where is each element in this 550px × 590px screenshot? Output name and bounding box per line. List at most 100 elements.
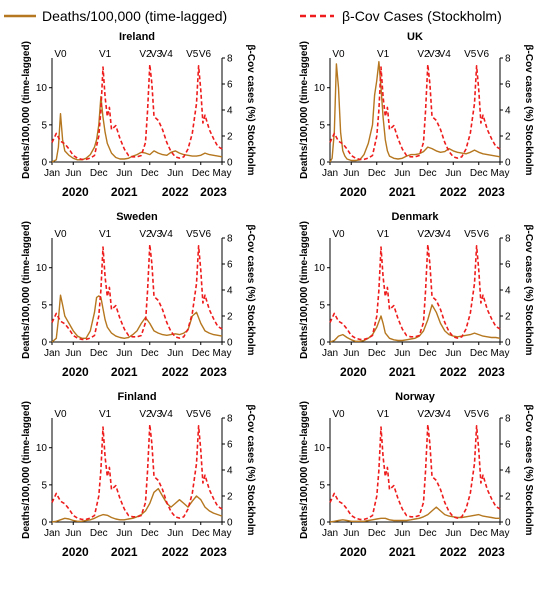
x-tick-label: Jan (322, 348, 338, 359)
variant-label-v6: V6 (199, 229, 212, 240)
x-tick-label: Jan (322, 528, 338, 539)
panel-title: Norway (395, 391, 436, 403)
x-tick-label: Jun (394, 168, 410, 179)
series-deaths-line (51, 294, 223, 343)
x-tick-label: Jun (116, 168, 132, 179)
left-axis-label: Deaths/100,000 (time-lagged) (299, 41, 310, 179)
variant-label-v3: V3 (428, 229, 441, 240)
variant-label-v5: V5 (186, 229, 199, 240)
right-tick-label: 0 (227, 518, 233, 529)
x-tick-label: May (491, 168, 510, 179)
variant-label-v0: V0 (332, 409, 345, 420)
year-label: 2023 (478, 545, 505, 559)
right-axis-label: β-Cov cases (%) Stockholm (523, 224, 534, 355)
x-tick-label: Jun (167, 168, 183, 179)
variant-label-v2: V2 (417, 229, 430, 240)
left-tick-label: 0 (41, 338, 47, 349)
variant-label-v6: V6 (477, 229, 490, 240)
x-tick-label: Dec (419, 168, 437, 179)
right-tick-label: 4 (227, 106, 233, 117)
left-tick-label: 5 (319, 120, 325, 131)
variant-label-v3: V3 (150, 409, 163, 420)
left-axis-label: Deaths/100,000 (time-lagged) (299, 221, 310, 359)
year-label: 2021 (111, 545, 138, 559)
x-tick-label: May (213, 168, 232, 179)
year-label: 2022 (162, 545, 189, 559)
year-label: 2022 (440, 185, 467, 199)
x-tick-label: Jun (445, 348, 461, 359)
x-tick-label: Dec (90, 168, 108, 179)
x-tick-label: Dec (192, 528, 210, 539)
x-tick-label: Jan (44, 528, 60, 539)
right-axis-label: β-Cov cases (%) Stockholm (245, 44, 256, 175)
series-cases-line (51, 243, 223, 341)
right-axis-label: β-Cov cases (%) Stockholm (245, 404, 256, 535)
variant-label-v1: V1 (99, 49, 112, 60)
variant-label-v4: V4 (439, 409, 452, 420)
left-tick-label: 5 (41, 480, 47, 491)
x-tick-label: Jun (116, 348, 132, 359)
variant-label-v1: V1 (99, 409, 112, 420)
variant-label-v6: V6 (199, 49, 212, 60)
variant-label-v0: V0 (54, 49, 67, 60)
left-tick-label: 10 (314, 83, 326, 94)
x-tick-label: Jun (65, 168, 81, 179)
variant-label-v2: V2 (417, 409, 430, 420)
variant-label-v3: V3 (150, 229, 163, 240)
left-tick-label: 10 (36, 443, 48, 454)
right-tick-label: 8 (227, 234, 233, 245)
series-cases-line (329, 63, 501, 161)
right-tick-label: 8 (505, 54, 511, 65)
variant-label-v6: V6 (199, 409, 212, 420)
x-tick-label: Jun (65, 528, 81, 539)
series-deaths-line (329, 506, 500, 523)
variant-label-v6: V6 (477, 49, 490, 60)
x-tick-label: Dec (141, 348, 159, 359)
x-tick-label: Jun (343, 348, 359, 359)
left-axis-label: Deaths/100,000 (time-lagged) (299, 401, 310, 539)
series-cases-line (51, 423, 223, 521)
legend-deaths-label: Deaths/100,000 (time-lagged) (42, 8, 227, 24)
year-label: 2021 (389, 185, 416, 199)
x-tick-label: Jun (445, 528, 461, 539)
variant-label-v4: V4 (161, 229, 174, 240)
right-tick-label: 8 (505, 414, 511, 425)
variant-label-v0: V0 (54, 229, 67, 240)
variant-label-v2: V2 (139, 229, 152, 240)
x-tick-label: Dec (470, 168, 488, 179)
series-cases-line (329, 243, 501, 341)
variant-label-v5: V5 (186, 49, 199, 60)
left-tick-label: 10 (314, 263, 326, 274)
right-axis-label: β-Cov cases (%) Stockholm (245, 224, 256, 355)
x-tick-label: Jan (44, 168, 60, 179)
right-axis-label: β-Cov cases (%) Stockholm (523, 404, 534, 535)
left-axis-label: Deaths/100,000 (time-lagged) (21, 221, 32, 359)
left-axis-label: Deaths/100,000 (time-lagged) (21, 401, 32, 539)
x-tick-label: Dec (141, 168, 159, 179)
right-tick-label: 6 (505, 260, 511, 271)
year-label: 2022 (162, 365, 189, 379)
x-tick-label: Jun (167, 528, 183, 539)
x-tick-label: Jun (116, 528, 132, 539)
x-tick-label: Dec (419, 528, 437, 539)
right-tick-label: 6 (505, 80, 511, 91)
left-tick-label: 5 (319, 300, 325, 311)
year-label: 2020 (340, 365, 367, 379)
right-tick-label: 2 (505, 132, 511, 143)
right-tick-label: 0 (505, 338, 511, 349)
right-tick-label: 2 (505, 312, 511, 323)
x-tick-label: Jun (343, 168, 359, 179)
panel-title: UK (407, 31, 423, 43)
variant-label-v1: V1 (99, 229, 112, 240)
right-tick-label: 0 (505, 158, 511, 169)
x-tick-label: Jan (322, 168, 338, 179)
year-label: 2021 (111, 185, 138, 199)
series-deaths-line (51, 95, 223, 163)
right-tick-label: 2 (505, 492, 511, 503)
x-tick-label: May (213, 348, 232, 359)
right-tick-label: 6 (505, 440, 511, 451)
variant-label-v4: V4 (439, 49, 452, 60)
variant-label-v3: V3 (150, 49, 163, 60)
